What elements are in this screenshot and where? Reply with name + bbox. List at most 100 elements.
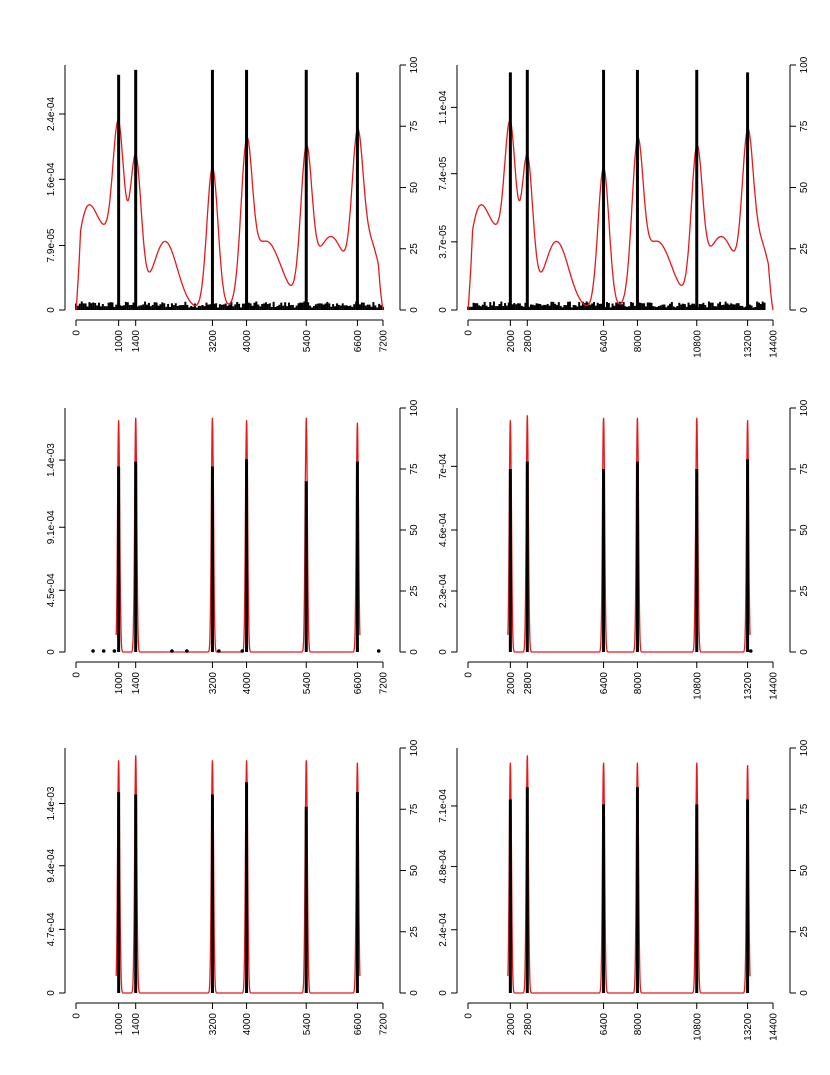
- right-tick-label: 0: [799, 990, 810, 996]
- left-tick-label: 9.1e-04: [46, 510, 57, 544]
- x-tick-label: 7200: [379, 1013, 390, 1036]
- left-tick-label: 2.4e-04: [46, 97, 57, 131]
- right-tick-label: 75: [409, 803, 420, 815]
- x-tick-label: 5400: [302, 330, 313, 353]
- left-tick-label: 0: [46, 649, 57, 655]
- right-tick-label: 0: [409, 990, 420, 996]
- density-curve: [467, 119, 774, 311]
- small-point: [240, 649, 245, 653]
- left-tick-label: 7.4e-05: [438, 156, 449, 190]
- right-tick-label: 0: [409, 649, 420, 655]
- x-tick-label: 4000: [242, 1013, 253, 1036]
- right-tick-label: 75: [409, 463, 420, 475]
- x-tick-label: 2800: [523, 330, 534, 353]
- small-point: [91, 649, 95, 653]
- x-tick-label: 13200: [743, 1013, 754, 1041]
- x-tick-label: 1000: [114, 1013, 125, 1036]
- x-tick-label: 6600: [353, 672, 364, 695]
- small-point: [185, 649, 189, 653]
- small-point: [101, 649, 106, 653]
- right-tick-label: 50: [799, 524, 810, 536]
- left-tick-label: 9.4e-04: [46, 848, 57, 882]
- x-tick-label: 2000: [506, 1013, 517, 1036]
- right-tick-label: 75: [799, 463, 810, 475]
- x-tick-label: 2000: [506, 672, 517, 695]
- x-tick-label: 0: [464, 672, 475, 678]
- x-tick-label: 10800: [692, 330, 703, 358]
- x-tick-label: 2800: [523, 672, 534, 695]
- x-tick-label: 0: [72, 672, 83, 678]
- right-tick-label: 50: [409, 524, 420, 536]
- small-point: [376, 649, 381, 653]
- x-tick-label: 2800: [523, 1013, 534, 1036]
- right-tick-label: 0: [799, 649, 810, 655]
- x-tick-label: 6600: [353, 330, 364, 353]
- right-tick-label: 75: [799, 803, 810, 815]
- left-tick-label: 3.7e-05: [438, 224, 449, 258]
- right-tick-label: 100: [799, 56, 810, 73]
- small-point: [217, 649, 221, 653]
- right-tick-label: 75: [409, 120, 420, 132]
- x-tick-label: 1400: [131, 672, 142, 695]
- density-curve: [115, 417, 361, 653]
- density-curve: [115, 755, 361, 994]
- panel-bottom-right: 0 2.4e-04 4.8e-04 7.1e-04 0 25 50 75 100 0 2000 280…: [438, 739, 810, 1041]
- x-tick-label: 13200: [743, 672, 754, 700]
- x-tick-label: 14400: [769, 330, 780, 358]
- x-tick-label: 5400: [302, 672, 313, 695]
- density-curve: [75, 119, 384, 311]
- x-tick-label: 3200: [208, 672, 219, 695]
- left-tick-label: 1.4e-03: [46, 443, 57, 477]
- right-tick-label: 25: [799, 243, 810, 255]
- x-tick-label: 10800: [692, 672, 703, 700]
- left-tick-label: 4.6e-04: [438, 513, 449, 547]
- x-tick-label: 1400: [131, 330, 142, 353]
- left-tick-label: 1.6e-04: [46, 162, 57, 196]
- right-tick-label: 25: [409, 585, 420, 597]
- left-tick-label: 1.1e-04: [438, 90, 449, 124]
- x-tick-label: 8000: [633, 1013, 644, 1036]
- small-point: [112, 649, 117, 653]
- x-tick-label: 8000: [633, 330, 644, 353]
- x-tick-label: 14400: [769, 672, 780, 700]
- right-tick-label: 0: [799, 307, 810, 313]
- left-tick-label: 4.5e-04: [46, 573, 57, 607]
- density-curve: [507, 415, 751, 653]
- small-point: [170, 649, 174, 653]
- right-tick-label: 100: [799, 739, 810, 756]
- right-tick-label: 25: [409, 243, 420, 255]
- x-tick-label: 6600: [353, 1013, 364, 1036]
- x-tick-label: 13200: [743, 330, 754, 358]
- x-tick-label: 6400: [599, 330, 610, 353]
- x-tick-label: 2000: [506, 330, 517, 353]
- right-tick-label: 25: [799, 585, 810, 597]
- panel-middle-right: 0 2.3e-04 4.6e-04 7e-04 0 25 50 75 100 0 2000 2800 6…: [438, 399, 810, 700]
- x-tick-label: 4000: [242, 672, 253, 695]
- right-tick-label: 100: [409, 399, 420, 416]
- density-curve: [507, 755, 751, 994]
- x-tick-label: 5400: [302, 1013, 313, 1036]
- left-tick-label: 2.4e-04: [438, 912, 449, 946]
- right-tick-label: 0: [409, 307, 420, 313]
- left-tick-label: 7.9e-05: [46, 228, 57, 262]
- x-tick-label: 3200: [208, 1013, 219, 1036]
- x-tick-label: 6400: [599, 672, 610, 695]
- x-tick-label: 1000: [114, 672, 125, 695]
- right-tick-label: 50: [409, 182, 420, 194]
- panel-top-right: 0 3.7e-05 7.4e-05 1.1e-04 0 25 50 75 100 0 2000 280…: [438, 56, 810, 358]
- x-tick-label: 14400: [769, 1013, 780, 1041]
- left-tick-label: 0: [438, 307, 449, 313]
- left-tick-label: 0: [46, 307, 57, 313]
- x-tick-label: 0: [464, 1013, 475, 1019]
- right-tick-label: 100: [409, 739, 420, 756]
- x-tick-label: 3200: [208, 330, 219, 353]
- right-tick-label: 25: [799, 926, 810, 938]
- right-tick-label: 50: [799, 182, 810, 194]
- x-tick-label: 8000: [633, 672, 644, 695]
- left-tick-label: 4.7e-04: [46, 912, 57, 946]
- right-tick-label: 100: [409, 56, 420, 73]
